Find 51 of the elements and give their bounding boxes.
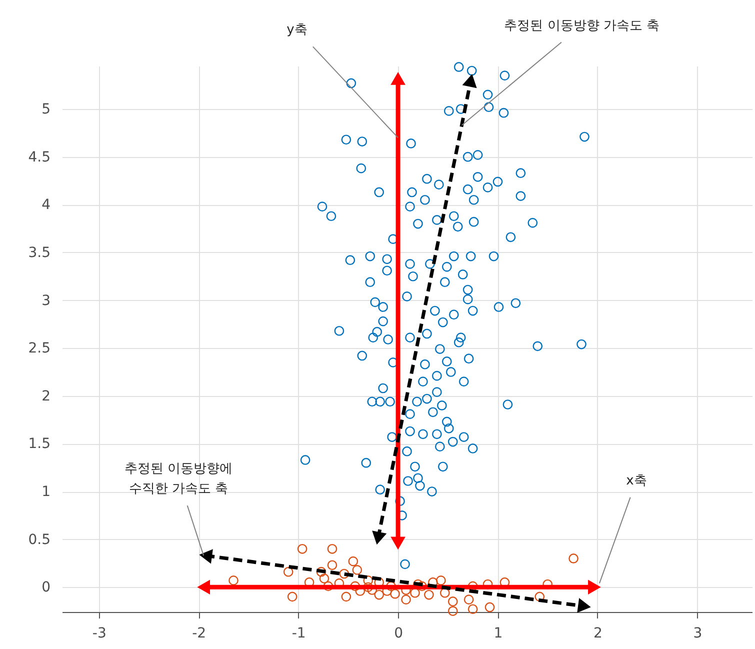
point	[283, 566, 294, 577]
point	[448, 606, 458, 616]
y-tick-label: 0.5	[28, 532, 50, 548]
point	[319, 574, 330, 584]
x-tick-label: 3	[693, 626, 702, 642]
y-tick-label: 2.5	[28, 340, 50, 357]
point	[350, 581, 360, 592]
x-tick-label: -1	[292, 626, 306, 642]
y-tick-label: 0	[42, 580, 50, 596]
point	[568, 554, 578, 564]
x-tick-label: -2	[192, 626, 206, 642]
y-tick-label: 1.5	[28, 436, 50, 452]
point	[448, 596, 458, 606]
point	[348, 556, 358, 566]
point	[410, 588, 420, 598]
point	[440, 588, 450, 598]
point	[436, 576, 446, 586]
point	[339, 568, 350, 579]
point	[390, 588, 400, 599]
point	[424, 590, 434, 600]
y-tick-label: 5	[42, 102, 50, 118]
point	[352, 565, 362, 575]
point	[468, 604, 478, 614]
point	[323, 581, 334, 592]
x-tick-label: 1	[494, 626, 503, 642]
point	[484, 602, 495, 612]
point	[464, 594, 474, 604]
x-tick-label: 0	[394, 626, 403, 642]
y-tick-label: 4	[42, 197, 51, 214]
point	[327, 544, 338, 554]
annotation: 추정된 이동방향 가속도 축	[504, 18, 660, 34]
annotation: x축	[626, 473, 647, 488]
y-tick-label: 1	[42, 484, 50, 500]
point	[534, 592, 545, 602]
point	[341, 592, 352, 602]
y-tick-label: 2	[42, 388, 50, 404]
point	[363, 576, 374, 586]
point	[228, 576, 238, 586]
point	[287, 592, 298, 602]
annotation: y축	[286, 22, 308, 38]
annotation: 추정된 이동방향에 수직한 가속도 축	[124, 462, 233, 497]
y-tick-label: 4.5	[28, 149, 50, 166]
x-tick-label: -3	[92, 626, 106, 642]
y-tick-label: 3	[42, 292, 50, 309]
y-tick-label: 3.5	[28, 244, 50, 261]
point	[297, 544, 308, 554]
point	[374, 590, 384, 600]
point	[316, 566, 326, 577]
point	[327, 560, 338, 570]
point	[401, 594, 411, 604]
x-tick-label: 2	[593, 626, 602, 642]
